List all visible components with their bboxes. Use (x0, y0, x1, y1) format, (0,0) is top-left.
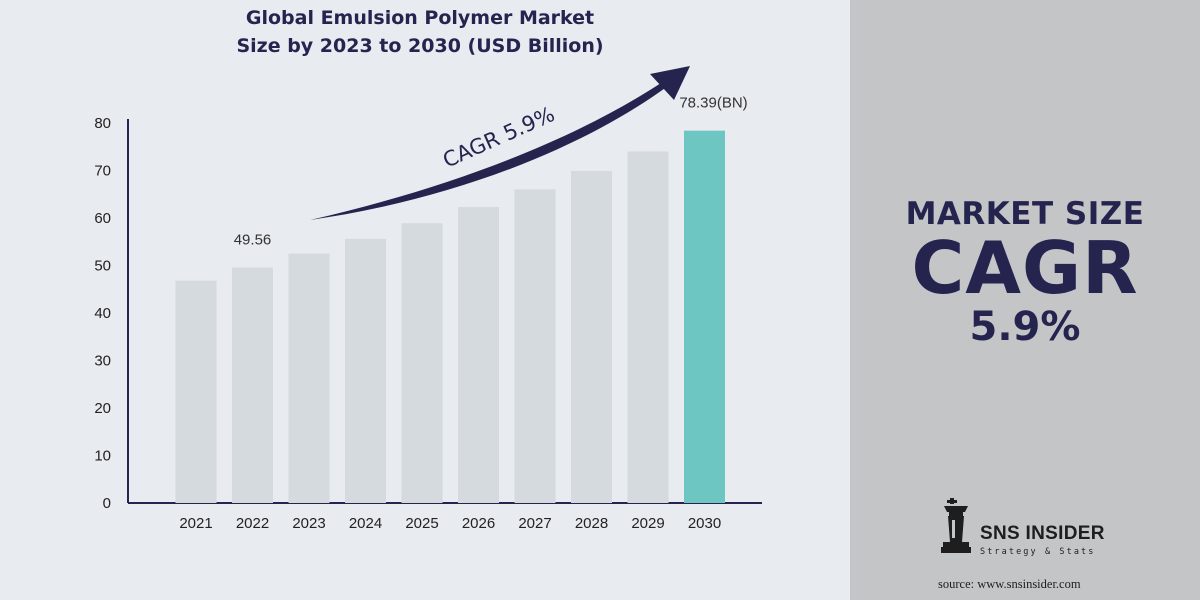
x-tick-label: 2030 (688, 515, 721, 532)
bar-2024 (345, 238, 386, 503)
bar-2028 (571, 170, 612, 503)
bar-2027 (514, 189, 556, 503)
cagr-label: CAGR (911, 226, 1139, 310)
x-tick-label: 2021 (179, 515, 212, 532)
y-tick-label: 10 (94, 448, 111, 465)
source-note: source: www.snsinsider.com (938, 577, 1081, 591)
x-tick-label: 2029 (631, 515, 664, 532)
y-tick-label: 50 (94, 258, 111, 275)
y-tick-label: 40 (94, 305, 111, 322)
summary-panel: MARKET SIZE CAGR 5.9% SNS INSIDER Strate… (850, 0, 1200, 600)
bar-2023 (288, 253, 330, 503)
chess-piece-icon (941, 498, 971, 553)
y-tick-label: 80 (94, 115, 111, 132)
bar-2029 (627, 151, 669, 503)
y-tick-label: 70 (94, 163, 111, 180)
chart-title-line-1: Global Emulsion Polymer Market (245, 7, 595, 29)
brand-name: SNS INSIDER (980, 523, 1105, 544)
cagr-value: 5.9% (969, 304, 1081, 350)
chart-title: Global Emulsion Polymer Market Size by 2… (170, 4, 670, 60)
bar-2021 (175, 280, 217, 503)
x-tick-label: 2023 (292, 515, 325, 532)
market-size-label: MARKET SIZE (905, 196, 1145, 232)
chart-panel: Global Emulsion Polymer Market Size by 2… (94, 4, 762, 532)
x-tick-label: 2022 (236, 515, 269, 532)
cagr-annotation: CAGR 5.9% (439, 102, 558, 173)
y-tick-label: 0 (103, 495, 111, 512)
bar-2025 (401, 223, 443, 503)
bar-2030 (684, 130, 725, 503)
bar-2026 (458, 207, 499, 503)
x-tick-label: 2024 (349, 515, 382, 532)
x-tick-label: 2027 (518, 515, 551, 532)
bar-2022 (232, 267, 273, 503)
data-label: 49.56 (234, 232, 272, 249)
cagr-arrowhead (650, 66, 690, 100)
brand-tagline: Strategy & Stats (980, 547, 1096, 557)
y-tick-label: 30 (94, 353, 111, 370)
x-tick-label: 2026 (462, 515, 495, 532)
chart-title-line-2: Size by 2023 to 2030 (USD Billion) (236, 35, 604, 57)
y-tick-label: 20 (94, 400, 111, 417)
y-tick-label: 60 (94, 210, 111, 227)
x-tick-label: 2025 (405, 515, 438, 532)
data-label: 78.39(BN) (679, 95, 747, 112)
x-tick-label: 2028 (575, 515, 608, 532)
